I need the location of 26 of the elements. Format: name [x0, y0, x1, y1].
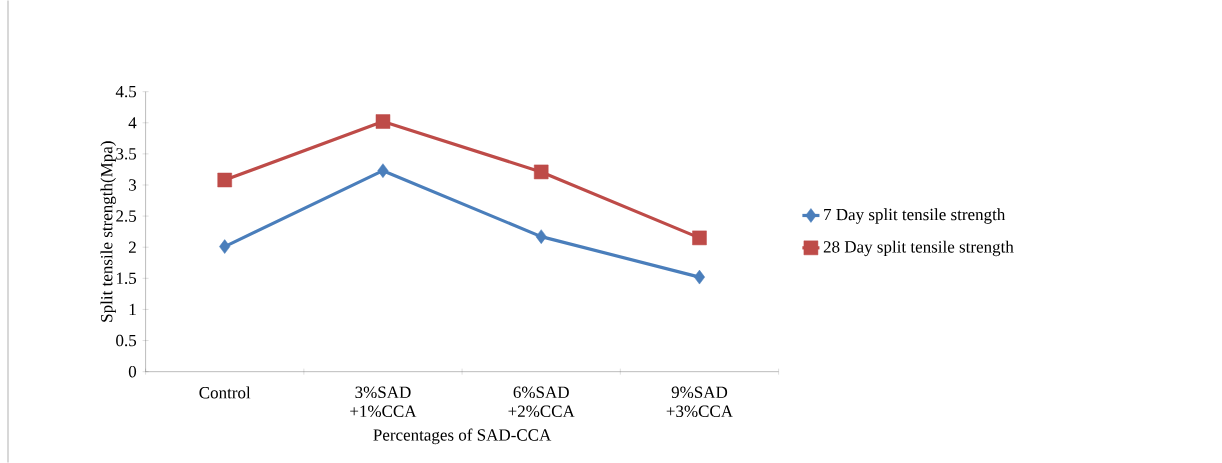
- x-tick-label: 6%SAD +2%CCA: [508, 386, 575, 418]
- y-tick-label: 0.5: [116, 334, 137, 347]
- y-tick-label: 2: [128, 241, 136, 253]
- y-axis-title: Split tensile strength(Mpa): [100, 141, 116, 322]
- x-tick-label: 3%SAD +1%CCA: [350, 386, 417, 418]
- x-tick-label: 9%SAD +3%CCA: [666, 386, 733, 418]
- y-tick-label: 2.5: [116, 210, 137, 222]
- point: [377, 163, 389, 178]
- y-tick-label: 1.5: [116, 272, 137, 285]
- x-tick-label: Control: [199, 386, 251, 399]
- point: [693, 269, 705, 285]
- point: [219, 239, 231, 254]
- y-tick-label: 4.5: [115, 85, 137, 98]
- point: [533, 164, 549, 180]
- y-tick-label: 0: [128, 365, 137, 378]
- legend-label: 28 Day split tensile strength: [823, 240, 1014, 257]
- y-tick-label: 4: [128, 117, 137, 129]
- y-tick-label: 3.5: [116, 148, 137, 160]
- point: [535, 229, 547, 244]
- legend-label: 7 Day split tensile strength: [824, 208, 1006, 224]
- point: [375, 114, 391, 129]
- point: [217, 172, 232, 188]
- x-axis-title: Percentages of SAD-CCA: [373, 428, 552, 445]
- y-tick-label: 3: [129, 179, 137, 191]
- point: [692, 230, 707, 246]
- y-tick-label: 1: [129, 303, 136, 316]
